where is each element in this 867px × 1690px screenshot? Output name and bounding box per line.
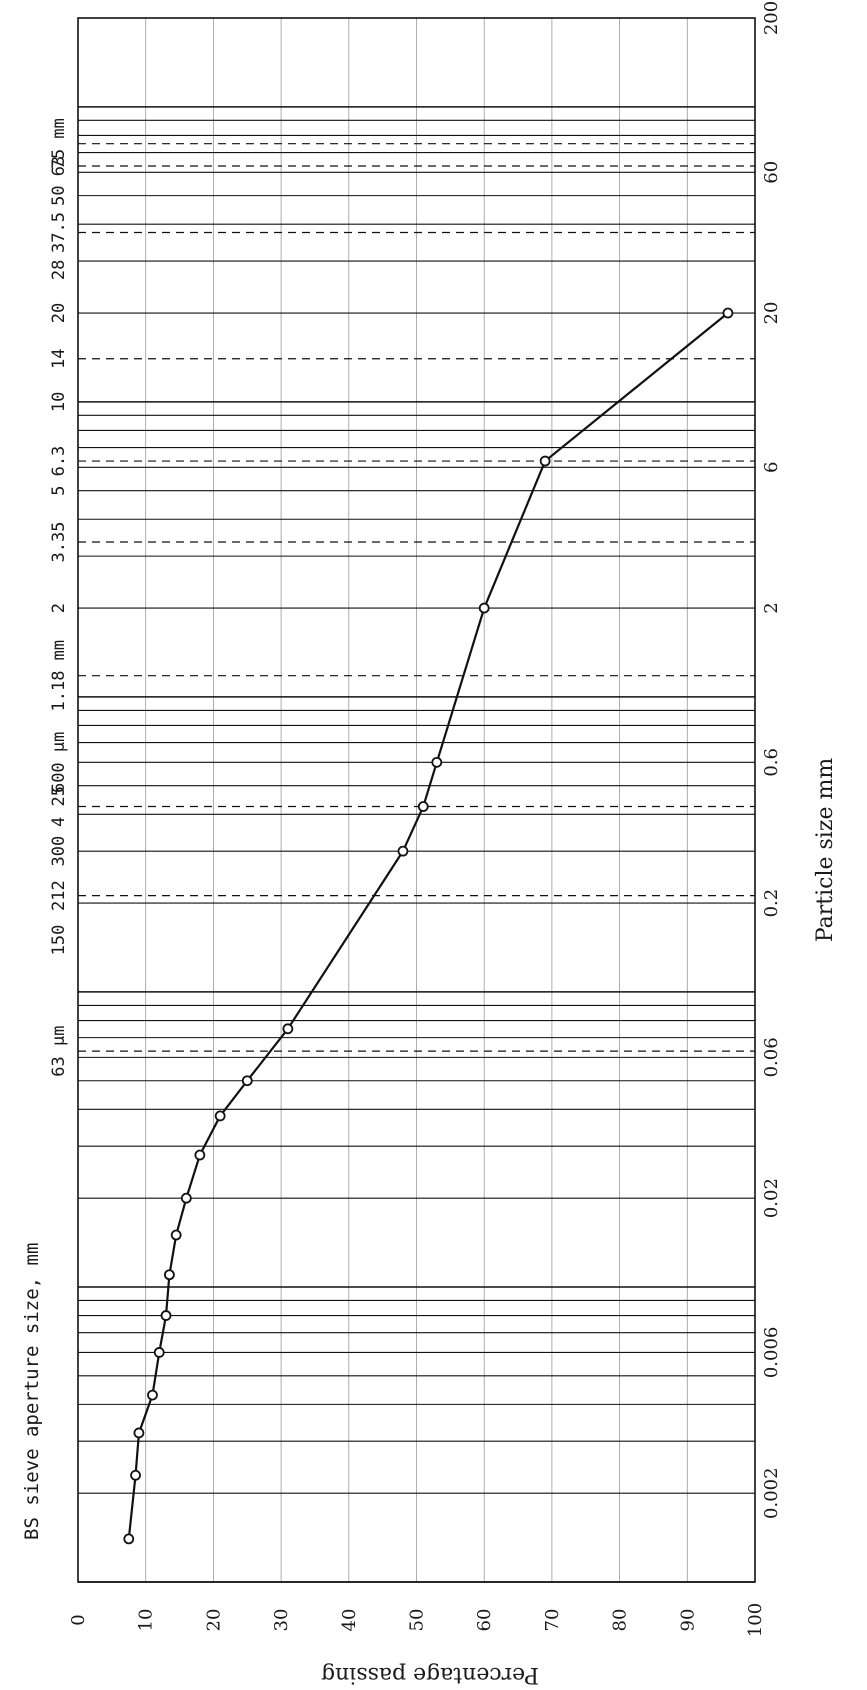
data-point [130,1469,141,1481]
particle-size-tick-label: 0.02 [761,1178,782,1218]
percentage-tick-label: 70 [542,1609,563,1632]
data-point [147,1389,158,1401]
particle-size-tick-label: 0.006 [761,1327,782,1379]
percentage-tick-label: 90 [677,1609,698,1632]
sieve-label: 63 [49,156,69,176]
data-point [123,1533,135,1545]
data-point [194,1149,206,1161]
particle-size-tick-labels: 0.002 0.006 0.02 0.06 0.2 0.6 2 6 20 60 200 [761,1,782,1519]
sieve-label: 212 [49,880,69,911]
data-point [180,1192,192,1204]
percentage-tick-label: 0 [68,1614,89,1625]
data-point [282,1023,294,1035]
particle-size-tick-label: 2 [761,602,782,613]
grading-curve-series [123,307,734,1545]
sieve-label: 5 [49,486,69,496]
particle-size-tick-label: 20 [761,302,782,325]
data-point [417,801,429,812]
sieve-label: 6.3 [49,446,69,477]
percentage-tick-label: 30 [271,1609,292,1632]
particle-size-tick-label: 6 [761,462,782,473]
sieve-label: 10 [49,392,69,412]
data-point [397,845,409,857]
sieve-label: 300 [49,836,69,867]
data-point [163,1269,175,1281]
percentage-tick-label: 50 [407,1609,428,1632]
data-point [160,1310,172,1321]
particle-size-tick-label: 0.06 [761,1037,782,1077]
sieve-label: 600 μm [49,732,69,793]
percentage-tick-label: 60 [474,1609,495,1632]
x-axis-label: Particle size mm [813,758,838,942]
percentage-tick-label: 80 [610,1609,631,1632]
sieve-label: 75 mm [49,118,69,169]
sieve-label: 14 [49,348,69,368]
percentage-tick-label: 10 [136,1609,157,1632]
chart-title: BS sieve aperture size, mm [21,1243,43,1540]
data-point [153,1347,165,1358]
sieve-label: 63 μm [49,1026,69,1077]
particle-size-tick-label: 0.002 [761,1467,782,1519]
percentage-tick-label: 20 [203,1609,224,1632]
percentage-tick-labels: 0 10 20 30 40 50 60 70 80 90 100 [68,1603,766,1637]
sieve-label: 28 [49,260,69,280]
sieve-label: 150 [49,925,69,956]
sieve-label: 1.18 mm [49,640,69,712]
particle-size-tick-label: 60 [761,161,782,184]
particle-size-tick-label: 200 [761,1,782,35]
sieve-label: 2 [49,603,69,613]
y-axis-label: Percentage passing [321,1662,539,1687]
data-point [170,1229,182,1241]
data-point [241,1075,253,1087]
data-point [539,455,551,467]
particle-size-tick-label: 0.6 [761,748,782,777]
sieve-label: 20 [49,303,69,323]
data-point [133,1427,145,1439]
particle-size-tick-label: 0.2 [761,889,782,918]
data-point [722,307,734,319]
sieve-label: 37.5 [49,212,69,253]
data-point [431,756,443,768]
sieve-label: 50 [49,185,69,205]
sieve-label: 4 25 [49,786,69,827]
data-point [478,602,490,614]
data-point [214,1110,226,1122]
sieve-label: 3.35 [49,522,69,563]
percentage-tick-label: 40 [339,1609,360,1632]
plot-frame [77,17,756,1583]
percentage-tick-label: 100 [745,1603,766,1637]
